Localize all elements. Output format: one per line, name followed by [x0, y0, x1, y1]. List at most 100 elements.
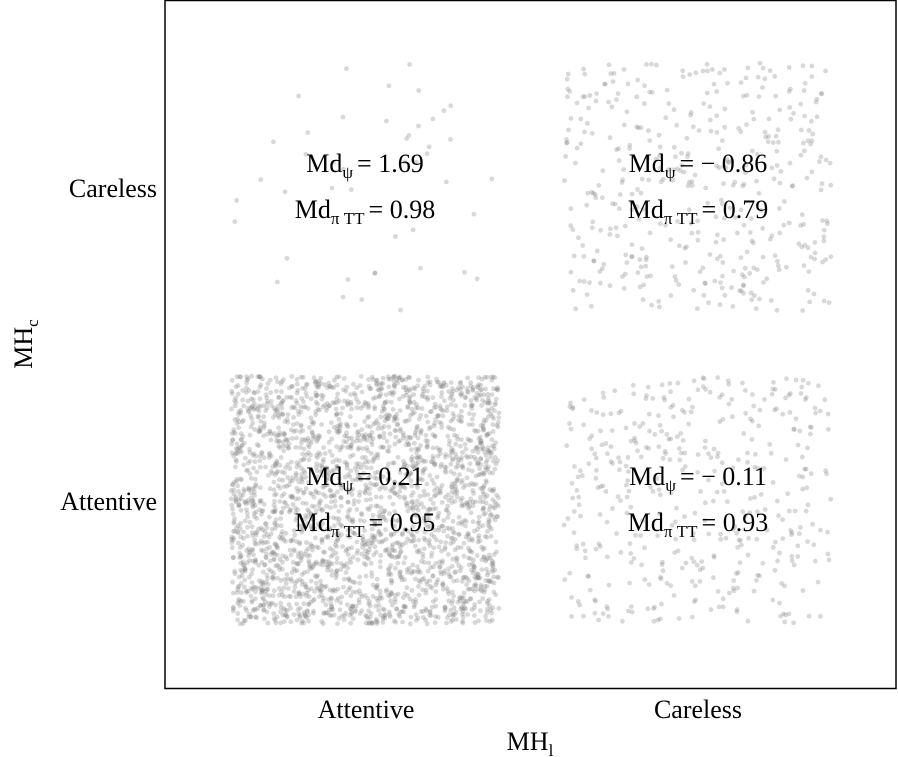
scatter-point [325, 401, 330, 406]
scatter-point [330, 606, 335, 612]
scatter-point [310, 517, 316, 523]
scatter-point [290, 502, 296, 507]
scatter-point [600, 483, 606, 489]
scatter-point [757, 60, 763, 66]
scatter-point [754, 151, 760, 157]
scatter-point [241, 563, 247, 568]
scatter-point [229, 406, 234, 412]
scatter-point [242, 566, 248, 572]
scatter-point [384, 416, 390, 422]
scatter-point [606, 62, 612, 68]
scatter-point [407, 399, 413, 405]
scatter-point [764, 276, 770, 282]
scatter-point [693, 70, 699, 76]
scatter-point [405, 439, 410, 445]
scatter-point [726, 381, 732, 387]
scatter-point [386, 416, 391, 421]
scatter-point [743, 75, 749, 81]
scatter-point [448, 541, 454, 546]
scatter-point [311, 375, 317, 381]
scatter-point [679, 162, 685, 168]
scatter-point [272, 509, 278, 514]
scatter-point [643, 257, 649, 263]
scatter-point [695, 470, 701, 475]
scatter-point [705, 68, 710, 74]
scatter-point [402, 418, 408, 424]
scatter-point [424, 516, 429, 522]
scatter-point [481, 505, 486, 511]
scatter-point [424, 442, 430, 448]
scatter-point [289, 578, 294, 584]
scatter-point [249, 416, 255, 421]
scatter-point [478, 584, 484, 590]
scatter-point [449, 489, 455, 495]
scatter-point [699, 559, 705, 564]
scatter-point [393, 592, 398, 598]
scatter-point [232, 403, 238, 409]
scatter-point [594, 248, 600, 254]
scatter-point [443, 382, 449, 388]
scatter-point [624, 482, 629, 488]
scatter-point [801, 222, 806, 227]
scatter-point [773, 539, 778, 545]
scatter-point [320, 598, 326, 604]
scatter-point [386, 552, 392, 557]
scatter-point [392, 490, 398, 496]
scatter-point [564, 140, 569, 146]
scatter-point [297, 614, 303, 620]
scatter-point [258, 177, 264, 183]
scatter-point [773, 133, 779, 139]
scatter-point [609, 428, 615, 433]
scatter-point [461, 590, 467, 596]
scatter-point [231, 487, 237, 493]
scatter-point [780, 517, 785, 522]
scatter-point [423, 438, 429, 444]
scatter-point [377, 433, 383, 439]
scatter-point [299, 582, 305, 587]
scatter-point [393, 434, 399, 440]
scatter-point [329, 499, 334, 505]
scatter-point [745, 460, 750, 465]
scatter-point [779, 581, 784, 586]
scatter-point [659, 601, 664, 607]
scatter-point [617, 192, 623, 197]
scatter-point [442, 608, 448, 614]
scatter-point [711, 553, 717, 558]
scatter-point [468, 403, 474, 409]
scatter-point [246, 487, 252, 492]
scatter-point [606, 582, 612, 588]
scatter-point [771, 379, 776, 385]
scatter-point [467, 411, 472, 416]
cell-annotation-stat2: Mdπ TT = 0.93 [628, 508, 768, 541]
scatter-point [340, 444, 345, 449]
scatter-point [663, 451, 669, 456]
scatter-point [291, 589, 297, 594]
scatter-point [659, 428, 665, 434]
scatter-point [263, 599, 268, 605]
scatter-point [382, 508, 388, 514]
scatter-point [303, 438, 309, 443]
scatter-point [737, 560, 743, 566]
scatter-point [448, 618, 454, 624]
scatter-point [436, 413, 442, 418]
scatter-point [463, 574, 469, 580]
scatter-point [422, 537, 428, 543]
x-tick-label-attentive: Attentive [318, 695, 415, 724]
scatter-point [464, 501, 470, 506]
scatter-point [323, 408, 329, 413]
scatter-point [341, 617, 347, 623]
scatter-point [315, 455, 320, 460]
scatter-point [313, 488, 319, 494]
scatter-point [487, 524, 492, 530]
scatter-point [706, 477, 711, 483]
scatter-point [755, 572, 761, 578]
scatter-point [628, 560, 634, 565]
scatter-point [232, 431, 238, 436]
scatter-point [312, 380, 318, 386]
scatter-point [446, 442, 452, 447]
scatter-point [404, 463, 410, 469]
scatter-point [476, 575, 481, 581]
scatter-point [466, 578, 472, 584]
scatter-point [315, 521, 321, 527]
scatter-point [324, 405, 330, 411]
